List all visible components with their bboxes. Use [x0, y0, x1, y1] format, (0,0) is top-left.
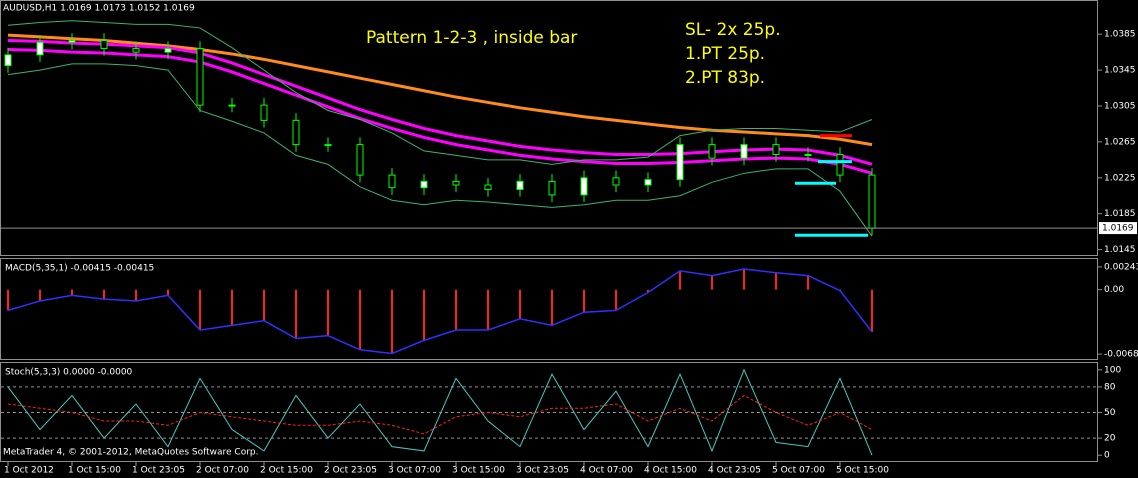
annotation: 2.PT 83p.: [685, 68, 765, 88]
x-tick-label: 4 Oct 23:05: [708, 466, 761, 476]
y-tick-label: 1.0225: [1104, 173, 1136, 183]
x-tick-label: 5 Oct 15:00: [836, 466, 889, 476]
x-tick-label: 2 Oct 07:00: [196, 466, 249, 476]
candle-body: [516, 180, 524, 190]
indicator-line: [7, 47, 873, 175]
candle-body: [740, 144, 748, 159]
x-tick-label: 4 Oct 07:00: [580, 466, 633, 476]
candle-body: [388, 174, 396, 189]
x-tick-label: 2 Oct 23:05: [324, 466, 377, 476]
current-price-box: [1099, 222, 1137, 235]
y-tick-label: 1.0185: [1104, 209, 1136, 219]
candle-body: [164, 48, 172, 53]
oscillator-line: [7, 368, 873, 456]
x-tick-label: 3 Oct 23:05: [516, 466, 569, 476]
candle-body: [100, 39, 108, 50]
y-tick-label: 0.00: [1104, 285, 1124, 295]
candle-body: [580, 177, 588, 196]
candle-body: [452, 180, 460, 186]
candle-body: [356, 144, 364, 176]
candle-body: [68, 39, 76, 43]
annotation: 1.PT 25p.: [685, 44, 765, 64]
candle-body: [228, 104, 236, 107]
main-panel-frame: [0, 0, 1098, 256]
chart-title: AUDUSD,H1 1.0169 1.0173 1.0152 1.0169: [3, 4, 195, 14]
candle-body: [324, 144, 332, 147]
indicator-line: [7, 63, 873, 237]
y-tick-label: 1.0305: [1104, 102, 1136, 112]
x-tick-label: 1 Oct 2012: [4, 466, 54, 476]
y-tick-label: 1.0265: [1104, 137, 1136, 147]
candle-body: [676, 144, 684, 181]
x-tick-label: 2 Oct 15:00: [260, 466, 313, 476]
x-tick-label: 4 Oct 15:00: [644, 466, 697, 476]
candle-body: [420, 180, 428, 189]
y-tick-label: 50: [1104, 408, 1116, 418]
x-tick-label: 1 Oct 15:00: [68, 466, 121, 476]
candle-body: [548, 180, 556, 196]
y-tick-label: 0: [1104, 451, 1110, 461]
candle-body: [36, 41, 44, 56]
indicator-line: [7, 20, 873, 165]
y-tick-label: 1.0145: [1104, 245, 1136, 255]
x-tick-label: 3 Oct 07:00: [388, 466, 441, 476]
chart-title: Stoch(5,3,3) 0.0000 -0.0000: [5, 368, 133, 378]
candle-body: [260, 104, 268, 121]
y-tick-label: 1.0385: [1104, 30, 1136, 40]
candle-body: [836, 153, 844, 176]
candle-body: [804, 153, 812, 156]
footer: MetaTrader 4, © 2001-2012, MetaQuotes So…: [3, 448, 259, 458]
oscillator-line: [7, 394, 873, 435]
candle-body: [196, 48, 204, 106]
indicator-line: [7, 38, 873, 166]
candle-body: [868, 174, 876, 229]
y-tick-label: 100: [1104, 365, 1121, 375]
indicator-line: [7, 33, 873, 147]
candle-body: [708, 144, 716, 159]
y-tick-label: -0.00686: [1104, 350, 1138, 360]
macd-panel-frame: [0, 258, 1098, 360]
x-tick-label: 5 Oct 07:00: [772, 466, 825, 476]
candle-body: [484, 184, 492, 190]
annotation: Pattern 1-2-3 , inside bar: [366, 28, 577, 48]
x-tick-label: 3 Oct 15:00: [452, 466, 505, 476]
candle-body: [132, 48, 140, 53]
candle-body: [772, 144, 780, 155]
candle-body: [612, 177, 620, 186]
y-tick-label: 80: [1104, 382, 1116, 392]
candle-body: [644, 179, 652, 186]
candle-body: [292, 119, 300, 146]
y-tick-label: 0.00243: [1104, 262, 1138, 272]
y-tick-label: 1.0345: [1104, 66, 1136, 76]
y-tick-label: 20: [1104, 434, 1116, 444]
chart-title: MACD(5,35,1) -0.00415 -0.00415: [5, 264, 154, 274]
stoch-panel-frame: [0, 362, 1098, 462]
signal-line: [7, 268, 873, 355]
x-tick-label: 1 Oct 23:05: [132, 466, 185, 476]
annotation: SL- 2x 25p.: [685, 20, 781, 40]
current-price-label: 1.0169: [1102, 224, 1134, 234]
candle-body: [4, 54, 12, 67]
